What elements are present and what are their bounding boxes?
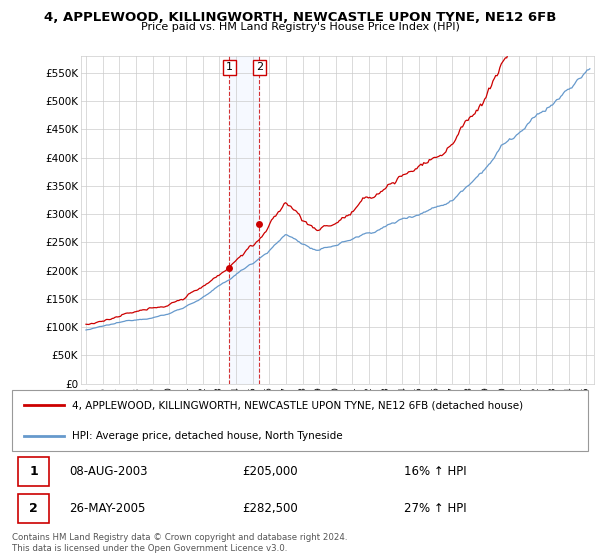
FancyBboxPatch shape bbox=[18, 458, 49, 486]
Text: 08-AUG-2003: 08-AUG-2003 bbox=[70, 465, 148, 478]
Text: 27% ↑ HPI: 27% ↑ HPI bbox=[404, 502, 466, 515]
Bar bbox=[229, 56, 259, 384]
Text: 1: 1 bbox=[29, 465, 38, 478]
Text: 1: 1 bbox=[226, 63, 233, 72]
Text: £205,000: £205,000 bbox=[242, 465, 298, 478]
Text: 26-MAY-2005: 26-MAY-2005 bbox=[70, 502, 146, 515]
Text: Contains HM Land Registry data © Crown copyright and database right 2024.
This d: Contains HM Land Registry data © Crown c… bbox=[12, 533, 347, 553]
Text: 4, APPLEWOOD, KILLINGWORTH, NEWCASTLE UPON TYNE, NE12 6FB: 4, APPLEWOOD, KILLINGWORTH, NEWCASTLE UP… bbox=[44, 11, 556, 24]
Text: 4, APPLEWOOD, KILLINGWORTH, NEWCASTLE UPON TYNE, NE12 6FB (detached house): 4, APPLEWOOD, KILLINGWORTH, NEWCASTLE UP… bbox=[73, 400, 524, 410]
Text: 2: 2 bbox=[29, 502, 38, 515]
Text: HPI: Average price, detached house, North Tyneside: HPI: Average price, detached house, Nort… bbox=[73, 431, 343, 441]
Text: Price paid vs. HM Land Registry's House Price Index (HPI): Price paid vs. HM Land Registry's House … bbox=[140, 22, 460, 32]
FancyBboxPatch shape bbox=[18, 494, 49, 523]
Text: 2: 2 bbox=[256, 63, 263, 72]
Text: £282,500: £282,500 bbox=[242, 502, 298, 515]
FancyBboxPatch shape bbox=[12, 390, 588, 451]
Text: 16% ↑ HPI: 16% ↑ HPI bbox=[404, 465, 466, 478]
